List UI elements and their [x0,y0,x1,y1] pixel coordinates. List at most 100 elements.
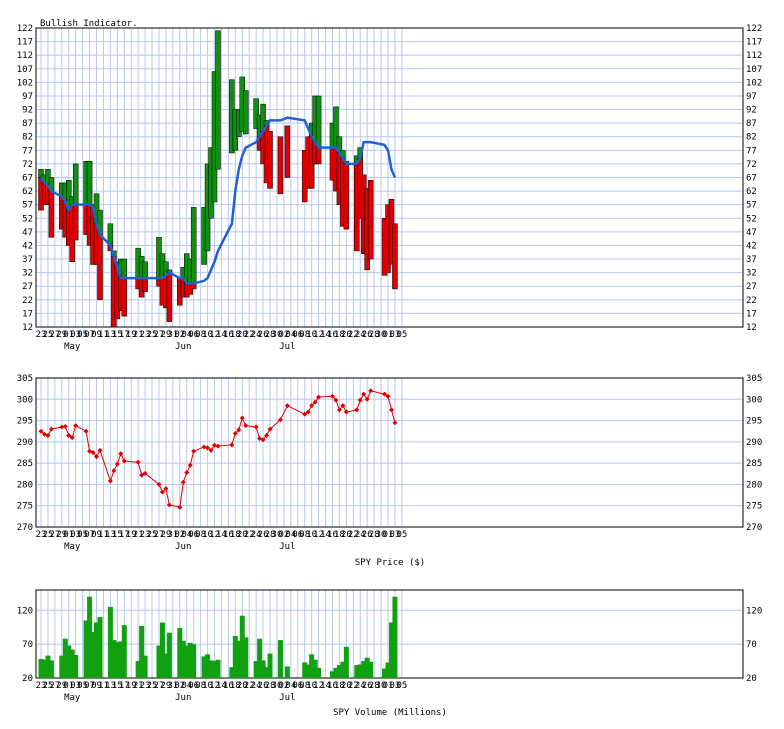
price-ytick-right: 280 [746,480,762,490]
price-ytick-left: 270 [17,523,33,533]
volume-month-label: Jun [175,693,191,703]
price-point [302,411,308,417]
volume-bar [302,662,308,678]
price-point [156,481,162,487]
price-xtick: 31 [167,530,178,540]
price-point [229,442,235,448]
indicator-ytick-left: 37 [22,255,33,265]
price-xtick: 02 [278,530,289,540]
volume-xtick: 18 [334,681,345,691]
volume-bar [357,664,363,678]
indicator-ytick-right: 67 [746,174,757,184]
volume-bar [385,662,391,678]
price-ytick-left: 300 [17,395,33,405]
indicator-xtick: 01 [63,330,74,340]
volume-bar [191,644,197,678]
volume-xtick: 28 [369,681,380,691]
price-point [187,462,193,468]
volume-xtick: 04 [181,681,192,691]
indicator-ytick-left: 47 [22,228,33,238]
price-xtick: 26 [258,530,269,540]
price-point [166,502,172,508]
price-point [205,445,211,451]
price-line [40,390,396,509]
indicator-ytick-right: 32 [746,269,757,279]
price-xtick: 22 [244,530,255,540]
volume-xtick: 18 [230,681,241,691]
price-xtick: 24 [355,530,366,540]
price-xtick: 24 [251,530,262,540]
price-xtick: 08 [299,530,310,540]
indicator-ytick-right: 22 [746,296,757,306]
volume-bar [142,655,148,678]
volume-bar [257,638,263,678]
price-point [139,472,145,478]
indicator-bar-red [315,147,322,165]
price-point [232,430,238,436]
volume-bar [253,661,259,678]
volume-xtick: 22 [244,681,255,691]
price-xtick: 28 [369,530,380,540]
volume-xtick: 17 [119,681,130,691]
price-xtick: 15 [112,530,123,540]
volume-xtick: 04 [285,681,296,691]
volume-ytick-right: 20 [746,674,757,684]
price-xtick: 21 [133,530,144,540]
price-xtick: 06 [188,530,199,540]
indicator-xtick: 23 [140,330,151,340]
volume-bar [264,667,270,678]
price-point [73,423,79,429]
volume-bar [177,627,183,678]
indicator-xtick: 05 [396,330,407,340]
volume-bar [340,661,346,678]
indicator-month-label: May [64,342,81,352]
price-xtick: 05 [77,530,88,540]
volume-bar [111,640,117,678]
price-point [284,403,290,409]
volume-xtick: 30 [376,681,387,691]
indicator-ytick-right: 57 [746,201,757,211]
indicator-xtick: 04 [285,330,296,340]
volume-bar [97,617,103,678]
volume-bar [94,622,100,678]
price-ytick-left: 285 [17,459,33,469]
price-xtick: 28 [265,530,276,540]
indicator-bar-red [267,131,273,189]
indicator-xtick: 30 [272,330,283,340]
price-point [97,447,103,453]
volume-bar [333,667,339,678]
price-point [180,479,186,485]
volume-ytick-left: 120 [17,606,33,616]
volume-ytick-left: 70 [22,640,33,650]
price-xtick: 10 [306,530,317,540]
price-point [48,426,54,432]
indicator-xtick: 18 [334,330,345,340]
price-point [69,435,75,441]
volume-bar [316,667,322,678]
indicator-month-label: Jun [175,342,191,352]
price-xtick: 23 [36,530,47,540]
price-point [333,397,339,403]
price-xtick: 04 [181,530,192,540]
indicator-xtick: 01 [383,330,394,340]
price-xtick: 12 [209,530,220,540]
volume-xtick: 08 [195,681,206,691]
indicator-xtick: 03 [70,330,81,340]
indicator-ytick-left: 62 [22,187,33,197]
indicator-ytick-right: 72 [746,160,757,170]
volume-xtick: 05 [396,681,407,691]
indicator-ytick-left: 117 [17,38,33,48]
indicator-xtick: 06 [188,330,199,340]
price-xtick: 07 [84,530,95,540]
volume-xtick: 14 [216,681,227,691]
price-point [277,417,283,423]
price-xtick: 27 [49,530,60,540]
indicator-ytick-right: 112 [746,51,762,61]
volume-xtick: 21 [133,681,144,691]
indicator-xtick: 15 [112,330,123,340]
volume-xtick: 02 [174,681,185,691]
indicator-ytick-right: 107 [746,65,762,75]
price-point [212,442,217,448]
indicator-bar-red [277,136,284,195]
